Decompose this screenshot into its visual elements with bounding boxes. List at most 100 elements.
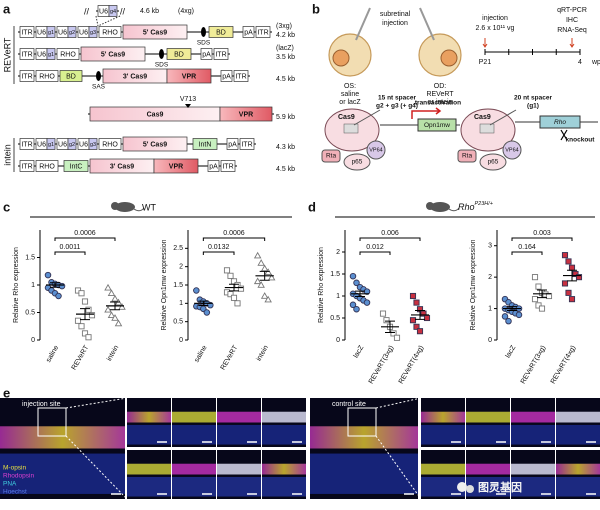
- construct-element: [208, 26, 234, 38]
- site-label: control site: [332, 401, 366, 408]
- construct-element: [59, 70, 83, 82]
- construct-note: (lacZ): [276, 45, 294, 52]
- element-label: RHO: [102, 141, 118, 148]
- target-gene: [417, 118, 457, 132]
- y-tick-label: 0: [179, 337, 183, 344]
- error-bar: [415, 310, 425, 320]
- y-tick-label: 3: [488, 243, 492, 250]
- construct-element: [213, 48, 229, 60]
- element-label: g4: [110, 9, 116, 15]
- construct-element: [63, 160, 89, 172]
- timeline-arrow: [569, 38, 575, 48]
- significance-bracket: [511, 237, 573, 241]
- element-label: pA: [209, 163, 218, 170]
- micrograph-layer: [556, 476, 600, 497]
- data-point: [237, 285, 245, 292]
- y-tick-label: 2: [488, 274, 492, 281]
- x-tick-label: REVeRT(4xg): [550, 344, 578, 385]
- p-value: 0.0006: [223, 230, 245, 237]
- micrograph-layer: [556, 411, 600, 423]
- effect-label: transactivation: [415, 100, 461, 107]
- panel-letter: c: [3, 199, 10, 214]
- data-point: [561, 280, 569, 287]
- splice-site: [96, 71, 101, 81]
- y-tick-label: 0: [488, 337, 492, 344]
- data-point: [538, 305, 546, 312]
- micrograph-layer: [217, 411, 261, 423]
- element-label: U6: [37, 141, 46, 148]
- data-point: [85, 334, 92, 341]
- construct-size: 4.5 kb: [276, 76, 295, 83]
- y-axis-label: Relative Opn1mw expression: [470, 239, 477, 330]
- error-bar: [567, 269, 577, 282]
- panel-letter: e: [3, 385, 10, 400]
- timeline-label: 2.6 x 10¹¹ vg: [476, 25, 515, 32]
- element-label: 5' Cas9: [143, 141, 167, 148]
- construct-element: [220, 160, 236, 172]
- element-label: RHO: [39, 163, 55, 170]
- micrograph-layer: [511, 476, 555, 497]
- micrograph-layer: [127, 476, 171, 497]
- p65-label: p65: [488, 159, 499, 166]
- construct-element: [166, 68, 212, 84]
- micrograph-layer: [421, 411, 465, 423]
- panel-letter: b: [312, 1, 320, 16]
- break-mark: //: [120, 6, 126, 16]
- data-point: [561, 252, 569, 259]
- spacer-pointer: [353, 109, 381, 126]
- element-label: 3' Cas9: [123, 73, 147, 80]
- p65: [343, 153, 371, 171]
- insert-note: (4xg): [178, 8, 194, 15]
- construct-size: 5.9 kb: [276, 114, 295, 121]
- construct-note: (3xg): [276, 23, 292, 30]
- data-point: [78, 323, 85, 330]
- y-tick-label: 2.5: [173, 245, 183, 252]
- cas9-label: Cas9: [474, 114, 491, 121]
- error-bar: [355, 290, 365, 297]
- y-axis-label: Relative Opn1mw expression: [161, 239, 168, 330]
- data-point: [260, 292, 269, 299]
- x-tick-label: REVeRT: [220, 344, 240, 372]
- strain-label: RhoP23H/+: [458, 201, 494, 212]
- mouse-icon: [115, 202, 135, 212]
- element-label: BD: [66, 73, 76, 80]
- significance-bracket: [202, 251, 235, 255]
- element-label: pA: [244, 29, 253, 36]
- element-label: U6: [79, 29, 88, 36]
- rta: [321, 149, 341, 163]
- data-point: [267, 273, 276, 281]
- construct-size: 4.2 kb: [276, 32, 295, 39]
- x-tick-label: intein: [256, 344, 270, 362]
- site-label: injection site: [22, 401, 61, 408]
- data-point: [379, 310, 387, 317]
- data-point: [55, 292, 62, 300]
- element-label: g3: [90, 30, 96, 36]
- data-point: [568, 296, 576, 303]
- element-label: ITR: [241, 141, 252, 148]
- construct-element: [56, 48, 80, 60]
- y-tick-label: 0.5: [173, 319, 183, 326]
- watermark-icon: [466, 485, 474, 493]
- data-point: [104, 305, 112, 313]
- splice-site: [201, 27, 206, 37]
- significance-bracket: [359, 237, 421, 241]
- rta-label: Rta: [462, 153, 473, 160]
- element-label: IntN: [199, 141, 212, 148]
- micrograph-layer: [421, 463, 465, 475]
- element-label: pA: [228, 141, 237, 148]
- x-tick-label: REVeRT: [71, 344, 91, 372]
- construct-element: [108, 5, 118, 17]
- strain-label: WT: [142, 202, 156, 212]
- construct-element: [67, 138, 77, 150]
- syringe: [355, 7, 371, 41]
- panel-letter: a: [3, 1, 11, 16]
- mutation-marker: [185, 104, 191, 108]
- construct-element: [67, 26, 77, 38]
- micrograph-layer: [556, 463, 600, 475]
- splice-site: [159, 49, 164, 59]
- os-label: or lacZ: [339, 99, 361, 106]
- data-point: [104, 283, 112, 291]
- error-bar: [537, 289, 547, 299]
- splice-label: SDS: [155, 62, 169, 69]
